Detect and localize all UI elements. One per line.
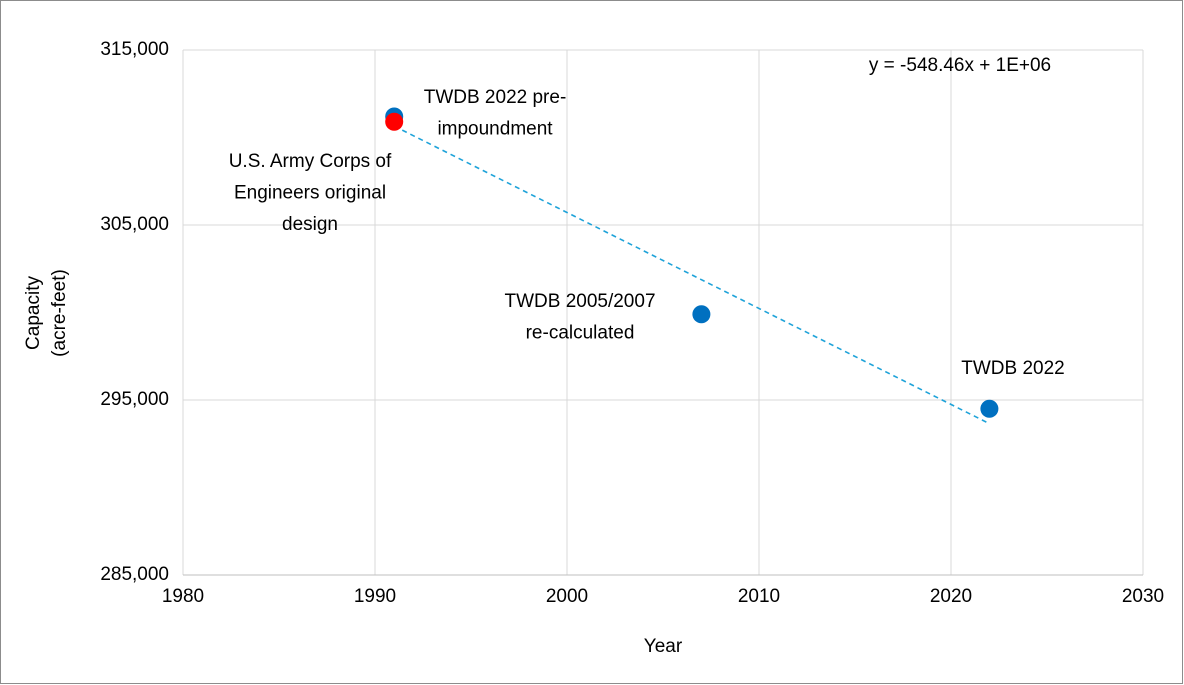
trendline <box>393 125 990 425</box>
point-label: TWDB 2005/2007 <box>504 291 655 312</box>
y-tick-label: 295,000 <box>100 389 169 410</box>
y-axis-label: (acre-feet) <box>49 269 70 357</box>
point-label: U.S. Army Corps of <box>229 151 392 172</box>
data-point <box>692 305 711 324</box>
point-label: Engineers original <box>234 183 386 204</box>
point-label: impoundment <box>437 119 553 140</box>
point-label: design <box>282 214 338 235</box>
x-tick-label: 1990 <box>354 586 396 607</box>
x-tick-label: 1980 <box>162 586 204 607</box>
point-label: re-calculated <box>526 323 635 344</box>
data-point <box>980 399 999 418</box>
x-tick-label: 2010 <box>738 586 780 607</box>
y-tick-label: 285,000 <box>100 564 169 585</box>
x-tick-label: 2030 <box>1122 586 1164 607</box>
x-tick-label: 2000 <box>546 586 588 607</box>
x-axis-label: Year <box>644 636 683 657</box>
y-tick-label: 315,000 <box>100 39 169 60</box>
y-axis-label: Capacity <box>23 276 44 350</box>
data-point <box>385 112 404 131</box>
y-tick-label: 305,000 <box>100 214 169 235</box>
x-tick-label: 2020 <box>930 586 972 607</box>
point-label: TWDB 2022 pre- <box>424 87 567 108</box>
point-label: TWDB 2022 <box>961 358 1064 379</box>
trendline-equation: y = -548.46x + 1E+06 <box>869 55 1051 76</box>
